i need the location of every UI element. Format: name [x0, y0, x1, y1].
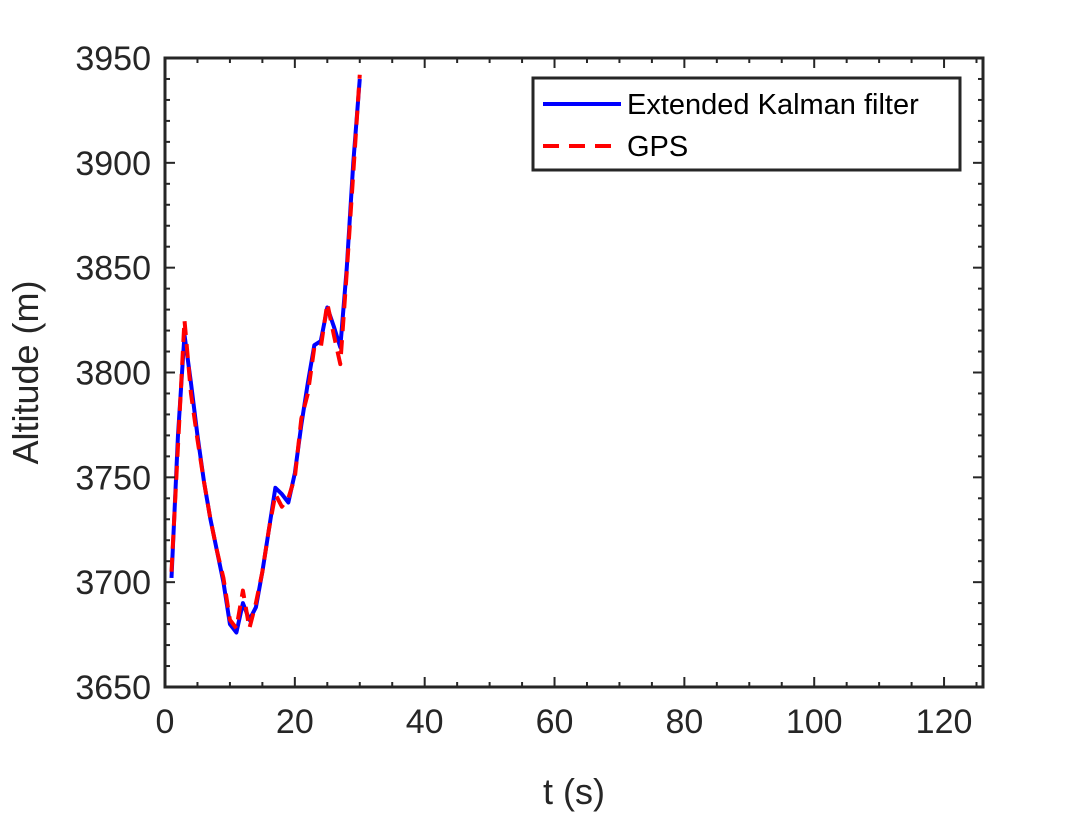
series-0-point	[314, 345, 315, 346]
series-1-point	[262, 571, 263, 572]
y-tick-label: 3750	[75, 459, 151, 497]
legend: Extended Kalman filter GPS	[531, 76, 962, 172]
series-1-point	[294, 477, 295, 478]
series-1-point	[171, 571, 172, 572]
plot-area	[169, 74, 362, 635]
series-1-point	[268, 529, 269, 530]
series-0-point	[190, 382, 191, 383]
series-1-point	[249, 628, 250, 629]
legend-label: Extended Kalman filter	[627, 89, 919, 121]
legend-box	[531, 76, 962, 172]
series-0-point	[242, 603, 243, 604]
axes-box	[163, 56, 985, 689]
series-0-point	[275, 487, 276, 488]
series-1-point	[327, 303, 328, 304]
x-tick-label: 80	[665, 703, 703, 741]
series-1-point	[288, 498, 289, 499]
tick-labels: 0 20 40 60 80 100 120 3650 3700 3750 3800 3850 3900 3…	[75, 40, 972, 741]
x-tick-label: 120	[916, 703, 973, 741]
x-tick-label: 0	[156, 703, 175, 741]
x-axis-label: t (s)	[543, 771, 605, 812]
series-1-point	[177, 445, 178, 446]
series-1-point	[184, 320, 185, 321]
series-1-point	[197, 439, 198, 440]
series-1-point	[190, 393, 191, 394]
series-1-point	[346, 271, 347, 272]
series-1-point	[353, 173, 354, 174]
series-1-point	[236, 628, 237, 629]
series-1-point	[340, 364, 341, 365]
series-1-point	[203, 481, 204, 482]
series-1-point	[301, 418, 302, 419]
x-tick-label: 60	[536, 703, 574, 741]
series-1-point	[255, 603, 256, 604]
y-tick-label: 3700	[75, 564, 151, 602]
series-1-point	[314, 347, 315, 348]
series-0-point	[229, 624, 230, 625]
series-1-point	[275, 494, 276, 495]
series-0-point	[171, 577, 172, 578]
series-0-point	[333, 326, 334, 327]
series-1-point	[242, 590, 243, 591]
series-1-point	[320, 347, 321, 348]
y-axis-label: Altitude (m)	[5, 280, 46, 464]
series-0-point	[346, 267, 347, 268]
series-1-point	[223, 577, 224, 578]
series-1-point	[281, 506, 282, 507]
series-0-point	[281, 494, 282, 495]
x-tick-label: 20	[276, 703, 314, 741]
series-1-point	[216, 550, 217, 551]
series-1-point	[229, 619, 230, 620]
series-0-point	[288, 502, 289, 503]
y-tick-label: 3650	[75, 669, 151, 707]
y-tick-label: 3900	[75, 145, 151, 183]
y-tick-label: 3950	[75, 40, 151, 78]
y-tick-label: 3800	[75, 355, 151, 393]
series-0-point	[177, 435, 178, 436]
series-1-point	[307, 393, 308, 394]
legend-label: GPS	[627, 131, 688, 163]
series-1-point	[333, 334, 334, 335]
series-0-point	[236, 632, 237, 633]
x-tick-label: 100	[786, 703, 843, 741]
x-tick-label: 40	[406, 703, 444, 741]
series-1-point	[359, 74, 360, 75]
y-tick-label: 3850	[75, 250, 151, 288]
series-0-point	[255, 607, 256, 608]
series-1-point	[210, 519, 211, 520]
series-line-1	[169, 74, 362, 631]
